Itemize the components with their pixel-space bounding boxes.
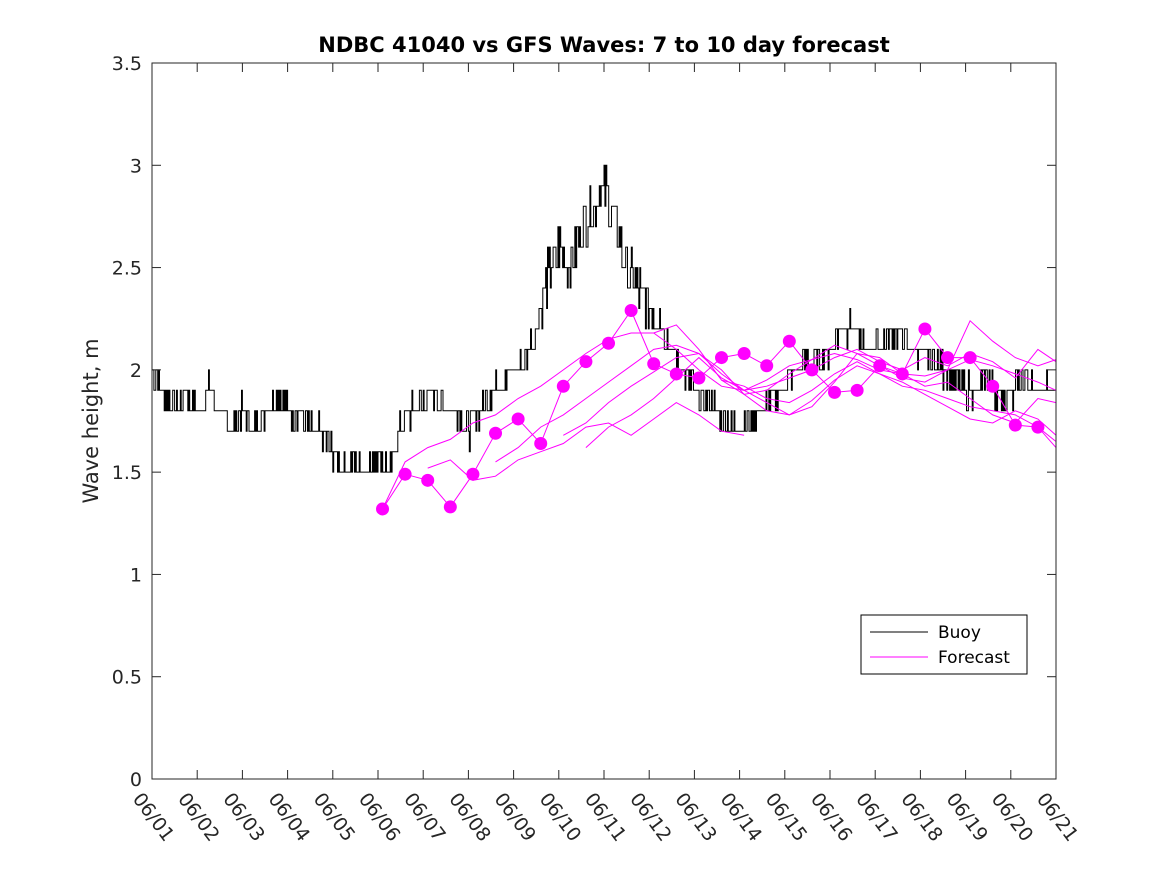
forecast-marker	[805, 363, 819, 377]
forecast-marker	[556, 379, 570, 393]
forecast-marker	[941, 351, 955, 365]
forecast-marker	[579, 355, 593, 369]
forecast-marker	[602, 336, 616, 350]
forecast-marker	[850, 383, 864, 397]
x-tick-label: 06/18	[896, 789, 947, 846]
x-tick-label: 06/01	[128, 789, 179, 846]
y-tick-label: 0	[130, 769, 142, 791]
buoy-line	[152, 164, 1056, 473]
forecast-marker	[421, 473, 435, 487]
y-tick-label: 2.5	[112, 258, 142, 280]
forecast-marker	[398, 467, 412, 481]
x-tick-label: 06/21	[1032, 789, 1083, 846]
forecast-line	[495, 344, 1057, 463]
x-tick-label: 06/02	[173, 789, 224, 846]
x-tick-label: 06/09	[490, 789, 541, 846]
x-tick-label: 06/19	[942, 789, 993, 846]
x-tick-label: 06/04	[264, 789, 315, 846]
forecast-marker	[1008, 418, 1022, 432]
forecast-marker	[466, 467, 480, 481]
x-tick-label: 06/15	[761, 789, 812, 846]
forecast-marker	[918, 322, 932, 336]
forecast-marker	[1031, 420, 1045, 434]
forecast-marker	[692, 371, 706, 385]
x-tick-label: 06/10	[535, 789, 586, 846]
legend: Buoy Forecast	[860, 614, 1028, 675]
forecast-marker	[511, 412, 525, 426]
chart-title: NDBC 41040 vs GFS Waves: 7 to 10 day for…	[318, 33, 889, 57]
x-tick-label: 06/14	[716, 789, 767, 846]
y-axis-label: Wave height, m	[79, 338, 103, 503]
x-tick-label: 06/05	[309, 789, 360, 846]
y-tick-label: 0.5	[112, 667, 142, 689]
forecast-marker	[647, 357, 661, 371]
legend-label-forecast: Forecast	[938, 648, 1010, 668]
x-tick-label: 06/20	[987, 789, 1038, 846]
forecast-marker	[443, 500, 457, 514]
y-tick-label: 3	[130, 155, 142, 177]
forecast-marker	[760, 359, 774, 373]
x-tick-label: 06/12	[625, 789, 676, 846]
x-tick-label: 06/08	[444, 789, 495, 846]
forecast-marker	[489, 426, 503, 440]
y-tick-label: 2	[130, 360, 142, 382]
forecast-marker	[376, 502, 390, 516]
forecast-marker	[873, 359, 887, 373]
forecast-marker	[963, 351, 977, 365]
y-tick-label: 1	[130, 564, 142, 586]
forecast-line	[585, 348, 1057, 448]
x-tick-label: 06/13	[670, 789, 721, 846]
forecast-marker	[895, 367, 909, 381]
buoy-series	[152, 164, 1056, 473]
legend-box	[860, 614, 1028, 675]
forecast-marker	[737, 346, 751, 360]
x-tick-label: 06/16	[806, 789, 857, 846]
forecast-marker	[624, 304, 638, 318]
x-tick-label: 06/07	[399, 789, 450, 846]
forecast-marker	[782, 334, 796, 348]
forecast-line	[721, 361, 1057, 436]
x-tick-label: 06/17	[851, 789, 902, 846]
forecast-line	[427, 402, 745, 481]
forecast-marker	[715, 351, 729, 365]
x-tick-label: 06/03	[218, 789, 269, 846]
forecast-marker	[534, 437, 548, 451]
forecast-line	[563, 352, 1057, 436]
forecast-markers	[376, 304, 1045, 516]
forecast-marker	[669, 367, 683, 381]
x-tick-label: 06/06	[354, 789, 405, 846]
y-tick-label: 1.5	[112, 462, 142, 484]
forecast-marker	[828, 385, 842, 399]
legend-label-buoy: Buoy	[938, 623, 981, 643]
x-tick-label: 06/11	[580, 789, 631, 846]
y-tick-label: 3.5	[112, 53, 142, 75]
forecast-marker	[986, 379, 1000, 393]
